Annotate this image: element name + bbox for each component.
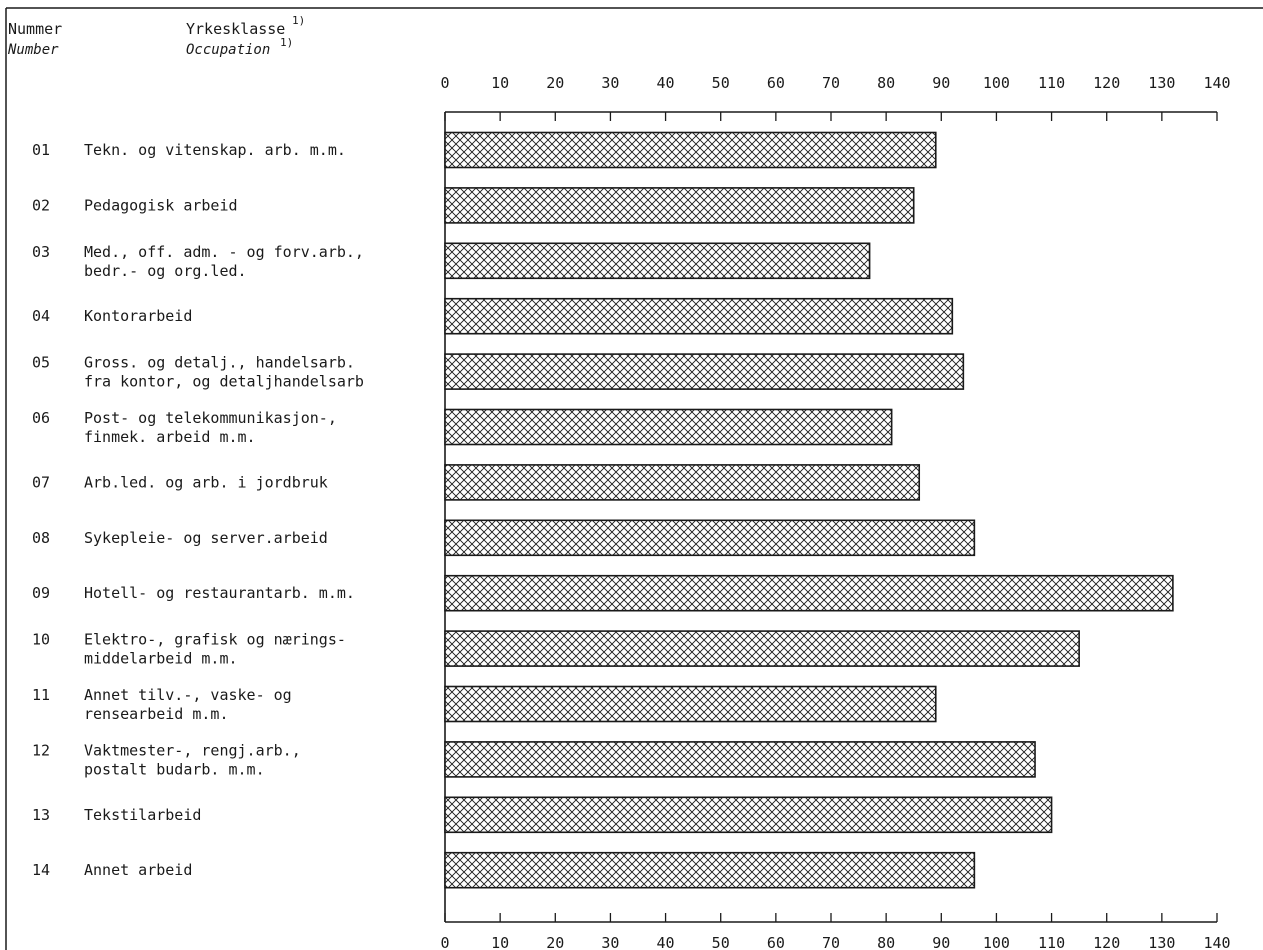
row-label-05: Gross. og detalj., handelsarb. <box>84 354 355 372</box>
bottom-tick-label: 60 <box>767 934 785 950</box>
bar-03 <box>444 242 871 280</box>
row-number-09: 09 <box>32 584 50 602</box>
row-label-12: postalt budarb. m.m. <box>84 760 265 778</box>
row-number-10: 10 <box>32 631 50 649</box>
bottom-tick-label: 100 <box>983 934 1010 950</box>
row-label-02: Pedagogisk arbeid <box>84 196 238 214</box>
row-label-11: Annet tilv.-, vaske- og <box>84 686 292 704</box>
top-tick-label: 40 <box>657 74 675 92</box>
row-label-01: Tekn. og vitenskap. arb. m.m. <box>84 141 346 159</box>
header-number-no: Nummer <box>8 20 62 38</box>
bar-14 <box>444 851 976 889</box>
row-number-11: 11 <box>32 686 50 704</box>
top-tick-label: 110 <box>1038 74 1065 92</box>
bottom-tick-label: 90 <box>932 934 950 950</box>
top-tick-label: 80 <box>877 74 895 92</box>
bar-11 <box>444 685 937 723</box>
row-number-04: 04 <box>32 307 50 325</box>
row-label-12: Vaktmester-, rengj.arb., <box>84 741 301 759</box>
row-label-09: Hotell- og restaurantarb. m.m. <box>84 584 355 602</box>
row-label-10: middelarbeid m.m. <box>84 650 238 668</box>
row-label-11: rensearbeid m.m. <box>84 705 229 723</box>
bar-10 <box>444 630 1080 667</box>
row-number-12: 12 <box>32 741 50 759</box>
bar-02 <box>444 187 915 224</box>
row-number-13: 13 <box>32 806 50 824</box>
axes-group: 0 0 10 10 20 20 30 30 40 40 50 50 60 60 70 70 80 80 90 90 10… <box>440 74 1230 950</box>
row-number-01: 01 <box>32 141 50 159</box>
top-tick-label: 10 <box>491 74 509 92</box>
row-label-03: bedr.- og org.led. <box>84 262 247 280</box>
header-occupation-no: Yrkesklasse <box>186 20 285 38</box>
top-tick-label: 30 <box>601 74 619 92</box>
top-tick-label: 120 <box>1093 74 1120 92</box>
row-labels-group: 01 Tekn. og vitenskap. arb. m.m. 02 Pedagog… <box>32 141 364 879</box>
bottom-tick-label: 20 <box>546 934 564 950</box>
bottom-tick-label: 80 <box>877 934 895 950</box>
row-number-05: 05 <box>32 354 50 372</box>
row-label-05: fra kontor, og detaljhandelsarb <box>84 373 364 391</box>
row-label-13: Tekstilarbeid <box>84 806 201 824</box>
bottom-tick-label: 50 <box>712 934 730 950</box>
row-label-10: Elektro-, grafisk og nærings- <box>84 631 346 649</box>
row-label-03: Med., off. adm. - og forv.arb., <box>84 243 364 261</box>
row-label-14: Annet arbeid <box>84 861 192 879</box>
top-tick-label: 20 <box>546 74 564 92</box>
bottom-tick-label: 130 <box>1148 934 1175 950</box>
bottom-tick-label: 70 <box>822 934 840 950</box>
top-tick-label: 0 <box>440 74 449 92</box>
row-label-06: Post- og telekommunikasjon-, <box>84 409 337 427</box>
row-number-08: 08 <box>32 529 50 547</box>
row-label-04: Kontorarbeid <box>84 307 192 325</box>
bottom-tick-label: 0 <box>440 934 449 950</box>
bars-group <box>444 131 1174 889</box>
bottom-tick-label: 40 <box>657 934 675 950</box>
bar-07 <box>444 464 921 501</box>
row-number-02: 02 <box>32 196 50 214</box>
bar-05 <box>444 353 965 390</box>
header-number-en: Number <box>7 42 59 58</box>
row-number-14: 14 <box>32 861 50 879</box>
row-number-06: 06 <box>32 409 50 427</box>
bottom-tick-label: 30 <box>601 934 619 950</box>
top-tick-label: 70 <box>822 74 840 92</box>
top-tick-label: 130 <box>1148 74 1175 92</box>
row-number-07: 07 <box>32 473 50 491</box>
header-footnote-mark-en: 1) <box>280 36 293 49</box>
top-tick-label: 50 <box>712 74 730 92</box>
top-tick-label: 60 <box>767 74 785 92</box>
header-occupation-en: Occupation <box>186 42 270 58</box>
bottom-tick-label: 120 <box>1093 934 1120 950</box>
bar-13 <box>444 796 1053 834</box>
bar-06 <box>444 408 893 446</box>
bar-09 <box>444 574 1174 612</box>
top-tick-label: 100 <box>983 74 1010 92</box>
top-tick-label: 140 <box>1203 74 1230 92</box>
bar-04 <box>444 297 954 335</box>
bar-01 <box>444 131 937 169</box>
bottom-tick-label: 110 <box>1038 934 1065 950</box>
row-number-03: 03 <box>32 243 50 261</box>
bar-12 <box>444 741 1036 778</box>
bar-08 <box>444 519 976 557</box>
bottom-tick-label: 10 <box>491 934 509 950</box>
header-footnote-mark-no: 1) <box>292 14 305 27</box>
row-label-08: Sykepleie- og server.arbeid <box>84 529 328 547</box>
bottom-tick-label: 140 <box>1203 934 1230 950</box>
row-label-06: finmek. arbeid m.m. <box>84 428 256 446</box>
top-tick-label: 90 <box>932 74 950 92</box>
row-label-07: Arb.led. og arb. i jordbruk <box>84 473 328 491</box>
